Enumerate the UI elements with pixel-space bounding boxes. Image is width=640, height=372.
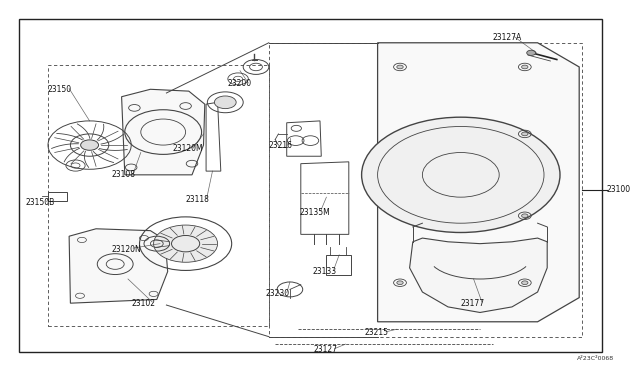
Polygon shape — [122, 89, 205, 175]
Text: 23177: 23177 — [461, 299, 485, 308]
Polygon shape — [69, 229, 168, 303]
Text: 23133: 23133 — [312, 267, 337, 276]
Text: 23200: 23200 — [227, 79, 252, 88]
Text: 23108: 23108 — [112, 170, 136, 179]
Text: 23215: 23215 — [365, 328, 388, 337]
Text: 23120N: 23120N — [112, 245, 141, 254]
Text: 23150B: 23150B — [26, 198, 55, 207]
Text: 23100: 23100 — [607, 185, 631, 194]
Circle shape — [522, 132, 528, 136]
Bar — [19, 19, 602, 352]
Circle shape — [527, 50, 536, 55]
Circle shape — [154, 225, 218, 262]
Text: A²23C²0068: A²23C²0068 — [577, 356, 614, 361]
Text: 23127A: 23127A — [493, 33, 522, 42]
Text: 23230: 23230 — [266, 289, 290, 298]
Bar — [269, 43, 582, 337]
Circle shape — [397, 281, 403, 285]
Circle shape — [397, 65, 403, 69]
Circle shape — [522, 281, 528, 285]
Text: 23120M: 23120M — [173, 144, 204, 153]
Bar — [48, 65, 269, 326]
Bar — [48, 192, 67, 201]
Circle shape — [522, 214, 528, 218]
Circle shape — [214, 96, 236, 109]
Text: 23216: 23216 — [269, 141, 293, 150]
Circle shape — [81, 140, 99, 150]
Text: 23135M: 23135M — [300, 208, 330, 217]
Text: 23118: 23118 — [186, 195, 209, 203]
Text: 23150: 23150 — [48, 85, 72, 94]
Circle shape — [522, 65, 528, 69]
Bar — [326, 255, 351, 275]
Polygon shape — [410, 238, 547, 312]
Text: 23127: 23127 — [314, 345, 338, 354]
Polygon shape — [378, 43, 579, 322]
Circle shape — [362, 117, 560, 232]
Text: 23102: 23102 — [131, 299, 155, 308]
